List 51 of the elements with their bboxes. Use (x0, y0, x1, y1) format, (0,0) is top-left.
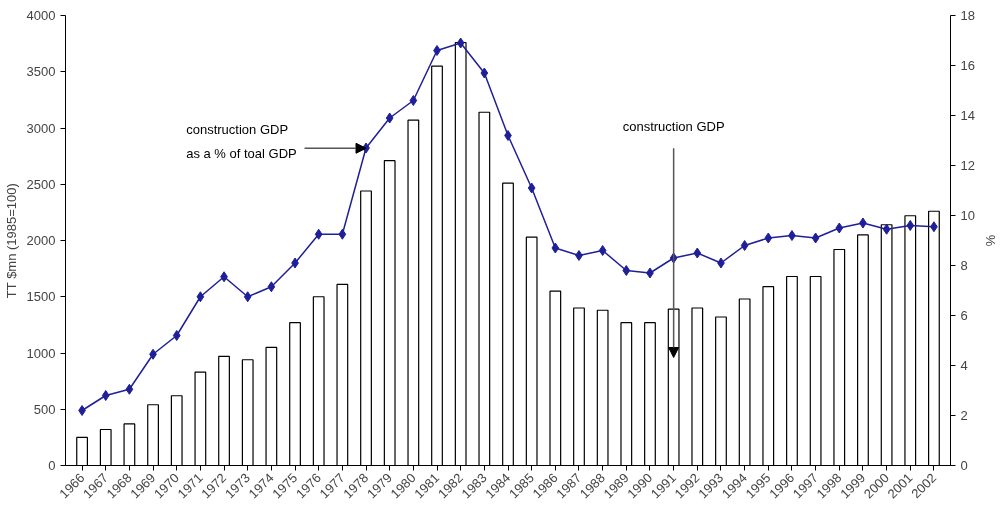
point (598, 245, 607, 256)
y-tick-label: 0 (48, 458, 56, 473)
point (267, 281, 276, 293)
point (125, 383, 134, 395)
y2-tick-label: 0 (960, 458, 968, 473)
y2-tick-label: 2 (960, 408, 968, 423)
y2-tick-label: 16 (960, 58, 975, 73)
point (882, 223, 891, 235)
annotation: construction GDP (622, 118, 725, 134)
y-tick-label: 2500 (26, 176, 56, 192)
y2-tick-label: 14 (960, 108, 975, 123)
point (314, 228, 323, 240)
y-tick-label: 3500 (26, 64, 56, 80)
point (906, 220, 915, 231)
point (433, 45, 441, 56)
y2-tick-label: 8 (960, 258, 968, 273)
point (575, 250, 583, 261)
point (101, 390, 110, 401)
point (551, 242, 560, 254)
point (196, 291, 205, 303)
y-axis-title: TT $mn (1985=100) (3, 183, 19, 299)
point (622, 265, 631, 276)
point (764, 232, 773, 244)
point (172, 330, 181, 341)
y-tick-label: 3000 (26, 120, 56, 136)
y-tick-label: 1000 (26, 345, 56, 361)
y-tick-label: 500 (33, 401, 56, 417)
point (409, 95, 418, 106)
y-tick-label: 4000 (26, 8, 56, 23)
y-tick-label: 2000 (26, 233, 56, 248)
y2-tick-label: 10 (960, 208, 975, 223)
point (527, 182, 536, 194)
point (456, 37, 465, 49)
y2-tick-label: 18 (960, 8, 975, 23)
point (740, 240, 749, 251)
point (338, 228, 347, 240)
y-tick-label: 1500 (26, 289, 56, 305)
point (788, 230, 796, 241)
point (480, 67, 489, 79)
point (693, 247, 702, 259)
y2-tick-label: 6 (960, 308, 968, 323)
point (811, 232, 820, 244)
point (78, 405, 86, 416)
point (385, 112, 394, 124)
y2-tick-label: 12 (960, 158, 975, 173)
y2-axis-title: % (982, 234, 998, 247)
point (243, 291, 252, 303)
annotation: construction GDP as a % of toal GDP (186, 122, 297, 161)
point (504, 130, 512, 141)
y2-tick-label: 4 (960, 358, 968, 373)
point (835, 222, 844, 234)
